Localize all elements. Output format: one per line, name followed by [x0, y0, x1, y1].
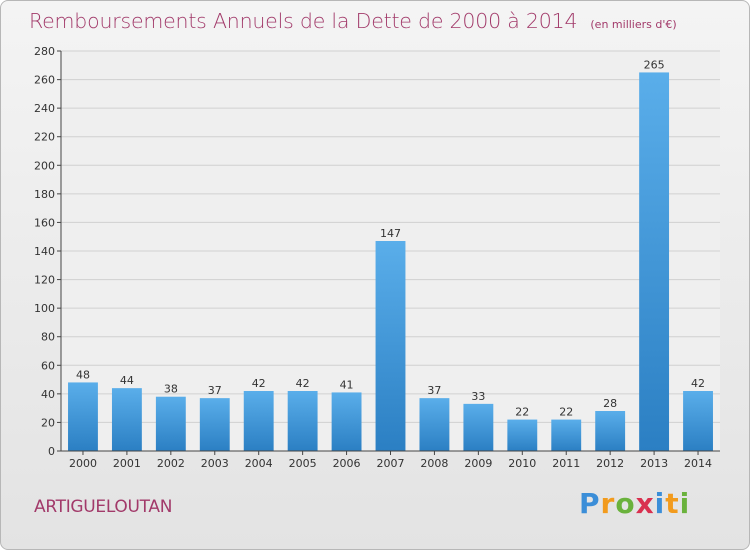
x-tick-label: 2013	[640, 457, 668, 470]
bar	[155, 396, 186, 451]
x-tick-label: 2011	[552, 457, 580, 470]
y-tick-label: 260	[34, 74, 55, 87]
value-label: 38	[164, 383, 178, 396]
value-label: 265	[644, 58, 665, 71]
logo-letter: t	[665, 487, 680, 520]
bar	[639, 72, 670, 451]
bar	[463, 403, 494, 451]
value-label: 147	[380, 227, 401, 240]
x-tick-label: 2008	[420, 457, 448, 470]
y-tick-label: 40	[41, 388, 55, 401]
y-tick-label: 180	[34, 188, 55, 201]
x-tick-label: 2006	[333, 457, 361, 470]
bar	[68, 382, 98, 451]
commune-name: ARTIGUELOUTAN	[34, 497, 173, 517]
y-tick-label: 160	[34, 216, 55, 229]
bar	[111, 388, 142, 451]
bar	[551, 419, 582, 451]
x-tick-label: 2009	[464, 457, 492, 470]
logo-letter: i	[654, 487, 666, 520]
logo-letter: x	[635, 487, 655, 520]
bar	[375, 241, 406, 451]
value-label: 37	[208, 384, 222, 397]
value-label: 48	[76, 368, 90, 381]
x-tick-label: 2001	[113, 457, 141, 470]
y-tick-label: 140	[34, 245, 55, 258]
value-label: 42	[252, 377, 266, 390]
bar	[331, 392, 362, 451]
chart-title: Remboursements Annuels de la Dette de 20…	[29, 9, 578, 33]
y-tick-label: 60	[41, 359, 55, 372]
bar-layer: 48 44 38 37 42 42 41 147 37 33 22 22 28 265 42	[68, 58, 713, 451]
x-tick-label: 2004	[245, 457, 273, 470]
value-label: 42	[296, 377, 310, 390]
y-tick-label: 0	[48, 445, 55, 458]
x-tick-label: 2002	[157, 457, 185, 470]
logo-letter: o	[615, 487, 636, 520]
value-label: 37	[427, 384, 441, 397]
x-tick-label: 2010	[508, 457, 536, 470]
value-label: 44	[120, 374, 134, 387]
value-label: 41	[340, 378, 354, 391]
value-label: 42	[691, 377, 705, 390]
logo-letter: r	[600, 487, 616, 520]
title-row: Remboursements Annuels de la Dette de 20…	[29, 9, 677, 33]
y-tick-label: 220	[34, 131, 55, 144]
bar	[199, 398, 230, 451]
y-tick-label: 120	[34, 274, 55, 287]
bar	[507, 419, 538, 451]
chart-subtitle: (en milliers d'€)	[590, 18, 677, 31]
y-tick-label: 100	[34, 302, 55, 315]
y-tick-label: 240	[34, 102, 55, 115]
bar	[419, 398, 450, 451]
y-tick-label: 280	[34, 45, 55, 58]
x-tick-label: 2003	[201, 457, 229, 470]
bar	[683, 391, 713, 451]
axis-layer: 0 20 40 60 80 100 120 140 160 180 200 220 240 260 280 2…	[34, 45, 720, 470]
x-tick-label: 2014	[684, 457, 712, 470]
value-label: 22	[515, 406, 529, 419]
x-tick-label: 2000	[69, 457, 97, 470]
value-label: 33	[471, 390, 485, 403]
y-tick-label: 200	[34, 159, 55, 172]
logo-letter: P	[579, 487, 601, 520]
logo-letter: i	[679, 487, 691, 520]
x-tick-label: 2005	[289, 457, 317, 470]
y-tick-label: 80	[41, 331, 55, 344]
bar	[243, 391, 274, 451]
bar	[287, 391, 318, 451]
y-tick-label: 20	[41, 416, 55, 429]
value-label: 28	[603, 397, 617, 410]
x-tick-label: 2012	[596, 457, 624, 470]
value-label: 22	[559, 406, 573, 419]
x-tick-label: 2007	[377, 457, 405, 470]
proxiti-logo[interactable]: Proxiti	[579, 487, 690, 520]
bar	[595, 411, 626, 451]
